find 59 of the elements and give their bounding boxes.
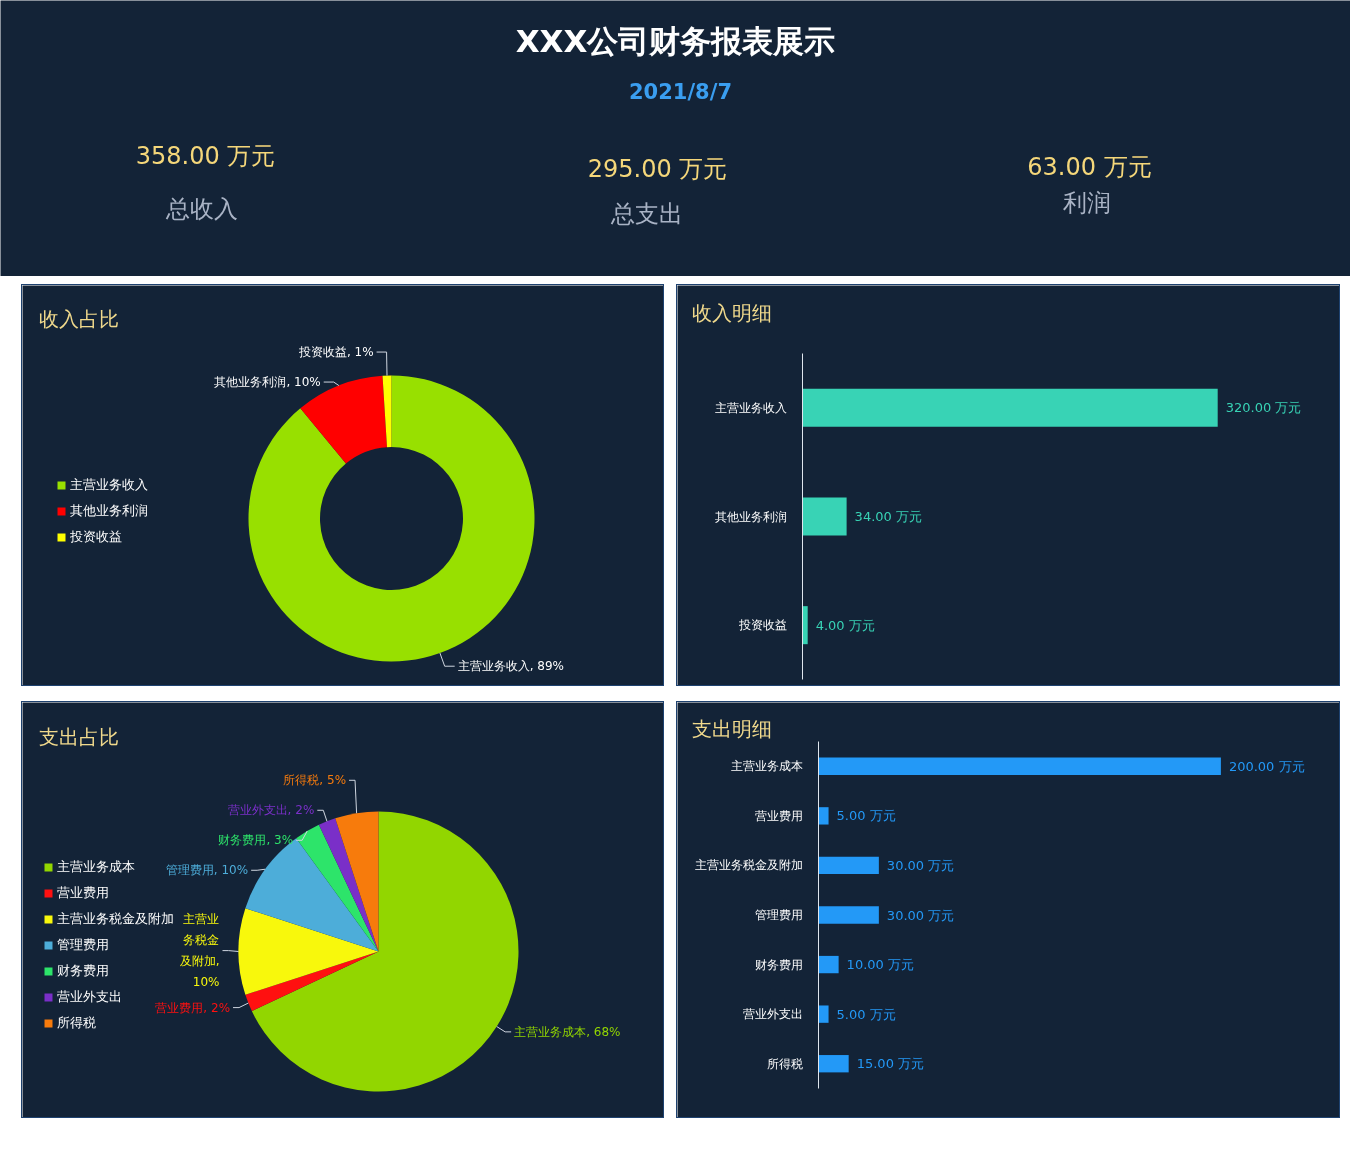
legend-label: 主营业务税金及附加 bbox=[57, 910, 174, 928]
data-label: 320.00 万元 bbox=[1225, 400, 1302, 416]
bar bbox=[818, 1005, 829, 1023]
data-label: 财务费用, 3% bbox=[218, 833, 294, 848]
data-label: 34.00 万元 bbox=[854, 509, 922, 524]
data-label: 投资收益, 1% bbox=[297, 345, 374, 360]
y-tick-label: 营业外支出 bbox=[742, 1007, 803, 1022]
text: 358.00 万元 bbox=[135, 141, 276, 170]
data-label: 5.00 万元 bbox=[836, 808, 896, 824]
data-label: 营业费用, 2% bbox=[155, 1000, 231, 1015]
data-label: 5.00 万元 bbox=[836, 1006, 896, 1022]
y-tick-label: 其他业务利润 bbox=[714, 509, 787, 524]
legend-label: 投资收益 bbox=[70, 528, 122, 546]
legend-label: 管理费用 bbox=[57, 936, 109, 954]
data-label: 30.00 万元 bbox=[886, 857, 955, 873]
y-tick-label: 主营业务收入 bbox=[714, 400, 787, 415]
data-label: 4.00 万元 bbox=[815, 617, 875, 633]
text: 2021/8/7 bbox=[628, 79, 733, 104]
bar bbox=[818, 757, 1221, 775]
data-label: 其他业务利润, 10% bbox=[214, 375, 321, 390]
legend-label: 主营业务成本 bbox=[57, 858, 135, 876]
data-label: 主营业务税金及附加, 10% bbox=[179, 912, 220, 990]
data-label: 15.00 万元 bbox=[856, 1056, 925, 1072]
y-tick-label: 管理费用 bbox=[754, 908, 803, 922]
legend-label: 其他业务利润 bbox=[70, 502, 148, 520]
bar bbox=[818, 856, 879, 875]
legend-label: 所得税 bbox=[57, 1014, 96, 1032]
bar bbox=[818, 955, 839, 974]
legend-label: 主营业务收入 bbox=[70, 476, 148, 494]
text: 总支出 bbox=[609, 199, 683, 228]
chart-title: 收入明细 bbox=[691, 300, 772, 325]
data-label: 营业外支出, 2% bbox=[227, 803, 315, 818]
text: 利润 bbox=[1062, 188, 1111, 217]
data-label: 所得税, 5% bbox=[283, 773, 347, 788]
data-label: 30.00 万元 bbox=[886, 907, 955, 923]
bar bbox=[818, 906, 879, 924]
y-tick-label: 所得税 bbox=[766, 1056, 803, 1071]
text: 总收入 bbox=[164, 194, 238, 223]
y-tick-label: 营业费用 bbox=[754, 808, 803, 823]
chart-title: 支出占比 bbox=[38, 724, 119, 749]
y-tick-label: 财务费用 bbox=[754, 957, 803, 972]
data-label: 200.00 万元 bbox=[1228, 758, 1305, 774]
data-label: 10.00 万元 bbox=[846, 957, 914, 973]
data-label: 主营业务收入, 89% bbox=[457, 659, 564, 674]
chart-title: 收入占比 bbox=[38, 306, 119, 331]
bar bbox=[818, 1055, 849, 1073]
bar bbox=[818, 807, 829, 825]
text: 295.00 万元 bbox=[587, 154, 728, 183]
legend-label: 财务费用 bbox=[57, 962, 109, 980]
legend-label: 营业外支出 bbox=[57, 988, 122, 1006]
text: 63.00 万元 bbox=[1027, 152, 1152, 181]
y-tick-label: 主营业务税金及附加 bbox=[694, 858, 803, 873]
legend-label: 营业费用 bbox=[57, 884, 109, 902]
data-label: 主营业务成本, 68% bbox=[514, 1024, 621, 1039]
text: XXX公司财务报表展示 bbox=[515, 22, 836, 59]
y-tick-label: 主营业务成本 bbox=[730, 759, 803, 774]
chart-title: 支出明细 bbox=[691, 716, 772, 741]
data-label: 管理费用, 10% bbox=[165, 863, 249, 878]
y-tick-label: 投资收益 bbox=[737, 618, 787, 633]
